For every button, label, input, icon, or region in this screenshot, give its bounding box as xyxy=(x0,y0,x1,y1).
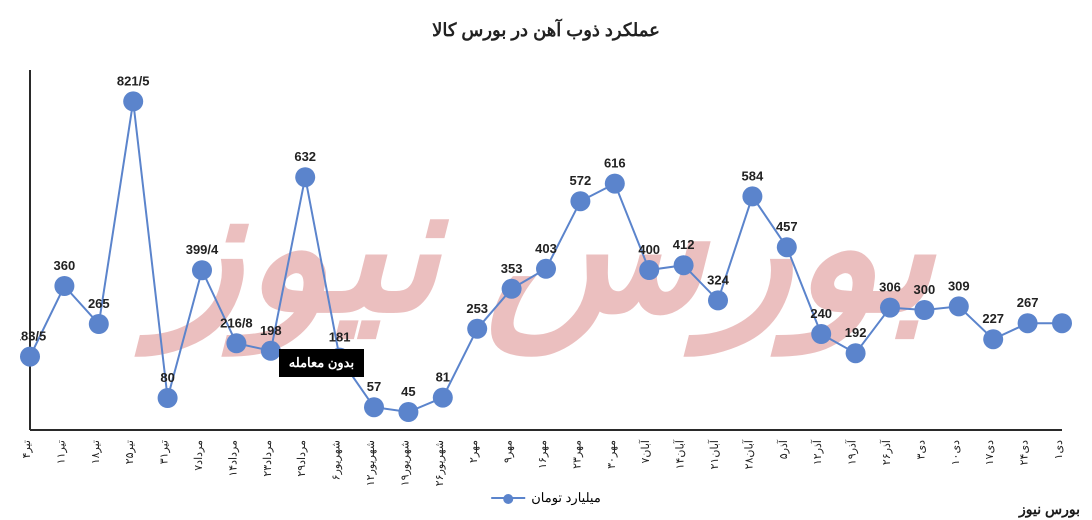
xaxis-label: ۲۱آبان xyxy=(708,439,721,469)
data-marker xyxy=(364,397,384,417)
data-marker xyxy=(261,341,281,361)
data-label: 183/5 xyxy=(20,329,46,344)
xaxis-label: ۲۴دی xyxy=(1019,440,1031,465)
chart-title: عملکرد ذوب آهن در بورس کالا xyxy=(0,0,1092,41)
xaxis-label: ۱۹آذر xyxy=(846,439,859,465)
data-label: 572 xyxy=(570,173,592,188)
data-label: 81 xyxy=(436,370,450,385)
annotation-no-trade: بدون معامله xyxy=(279,349,364,377)
data-marker xyxy=(914,300,934,320)
data-marker xyxy=(158,388,178,408)
data-marker xyxy=(742,186,762,206)
data-label: 198 xyxy=(260,323,282,338)
data-marker xyxy=(605,174,625,194)
data-label: 181 xyxy=(329,330,351,345)
data-marker xyxy=(811,324,831,344)
xaxis-label: ۱۴آبان xyxy=(674,439,687,469)
xaxis-label: ۶شهریور xyxy=(331,440,343,480)
xaxis-label: ۷مرداد xyxy=(193,440,205,471)
data-label: 324 xyxy=(707,272,729,287)
data-marker xyxy=(226,333,246,353)
data-marker xyxy=(1018,313,1038,333)
data-label: 457 xyxy=(776,219,798,234)
xaxis-label: ۱۰دی xyxy=(950,440,962,465)
data-label: 300 xyxy=(914,282,936,297)
data-label: 309 xyxy=(948,278,970,293)
data-marker xyxy=(123,91,143,111)
data-marker xyxy=(708,290,728,310)
data-label: 360 xyxy=(54,258,76,273)
data-label: 400 xyxy=(638,242,660,257)
xaxis-label: ۹مهر xyxy=(503,440,515,463)
data-label: 821/5 xyxy=(117,73,150,88)
xaxis-label: ۲۸آبان xyxy=(742,439,755,469)
data-label: 216/8 xyxy=(220,315,253,330)
xaxis-label: ۲۳مرداد xyxy=(262,440,274,477)
xaxis-label: ۲۵تیر xyxy=(124,440,136,464)
legend-marker-icon xyxy=(503,494,513,504)
data-label: 253 xyxy=(466,301,488,316)
data-marker xyxy=(777,237,797,257)
data-label: 57 xyxy=(367,379,381,394)
data-marker xyxy=(846,343,866,363)
legend: میلیارد تومان xyxy=(491,490,601,506)
xaxis-label: ۲۳مهر xyxy=(571,440,583,469)
data-marker xyxy=(536,259,556,279)
xaxis-label: ۱۲شهریور xyxy=(365,440,377,486)
data-marker xyxy=(20,347,40,367)
data-label: 265 xyxy=(88,296,110,311)
data-label: 399/4 xyxy=(186,242,219,257)
xaxis-label: ۳دی xyxy=(915,440,927,460)
data-marker xyxy=(570,191,590,211)
xaxis-label: ۱۹شهریور xyxy=(399,440,411,486)
xaxis-label: ۲۹مرداد xyxy=(296,440,308,477)
data-marker xyxy=(502,279,522,299)
data-label: 227 xyxy=(982,311,1004,326)
data-marker xyxy=(674,255,694,275)
xaxis-label: ۱۲آذر xyxy=(811,439,824,465)
data-marker xyxy=(880,298,900,318)
xaxis-label: ۵آذر xyxy=(777,439,790,459)
legend-line-icon xyxy=(491,497,525,499)
data-marker xyxy=(639,260,659,280)
data-label: 240 xyxy=(810,306,832,321)
footer-credit: بورس نیوز xyxy=(1019,501,1080,518)
xaxis-label: ۳۱تیر xyxy=(159,440,171,464)
data-label: 45 xyxy=(401,384,415,399)
legend-label: میلیارد تومان xyxy=(531,490,601,506)
data-marker xyxy=(54,276,74,296)
xaxis-label: ۱دی xyxy=(1053,440,1065,460)
chart-area: 183/5 360 265 821/5 80 399/4 216/8 198 632 181 57 4… xyxy=(20,60,1072,440)
data-label: 632 xyxy=(294,149,316,164)
xaxis-label: ۱۶مهر xyxy=(537,440,549,469)
xaxis-label: ۴تیر xyxy=(21,440,33,458)
xaxis-label: ۲۶آذر xyxy=(880,439,893,465)
data-marker xyxy=(89,314,109,334)
data-label: 403 xyxy=(535,241,557,256)
data-label: 306 xyxy=(879,280,901,295)
data-marker xyxy=(295,167,315,187)
data-label: 616 xyxy=(604,156,626,171)
data-marker xyxy=(1052,313,1072,333)
data-label: 267 xyxy=(1017,295,1039,310)
data-label: 80 xyxy=(160,370,174,385)
xaxis-label: ۱۸تیر xyxy=(90,440,102,464)
data-marker xyxy=(949,296,969,316)
xaxis-label: ۱۴مرداد xyxy=(227,440,239,477)
data-label: 584 xyxy=(742,168,764,183)
xaxis-label: ۳۰مهر xyxy=(606,440,618,469)
xaxis-label: ۱۷دی xyxy=(984,440,996,465)
data-marker xyxy=(398,402,418,422)
xaxis-label: ۲۶شهریور xyxy=(434,440,446,486)
data-marker xyxy=(467,319,487,339)
data-marker xyxy=(192,260,212,280)
xaxis-label: ۷آبان xyxy=(639,439,652,463)
data-label: 412 xyxy=(673,237,695,252)
data-marker xyxy=(983,329,1003,349)
data-label: 192 xyxy=(845,325,867,340)
data-label: 353 xyxy=(501,261,523,276)
xaxis-label: ۲مهر xyxy=(468,440,480,463)
xaxis-label: ۱۱تیر xyxy=(55,440,67,464)
data-marker xyxy=(433,388,453,408)
